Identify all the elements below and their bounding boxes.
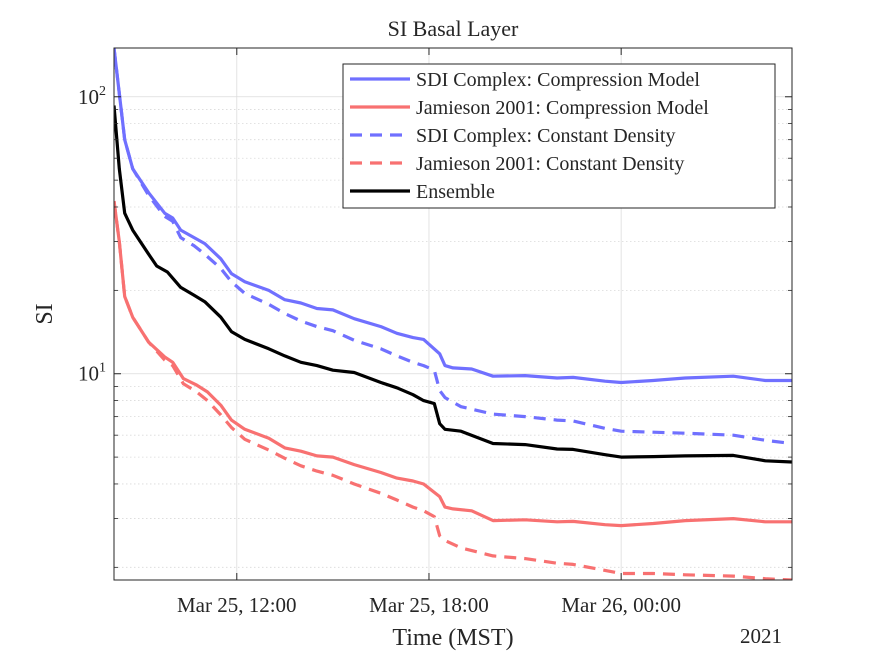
series-line-sdi-complex-constant-density — [114, 48, 792, 446]
legend-label: SDI Complex: Compression Model — [416, 69, 700, 91]
series-layer — [114, 48, 792, 580]
year-label: 2021 — [740, 624, 782, 648]
series-line-ensemble — [114, 105, 792, 464]
legend: SDI Complex: Compression Model Jamieson 2… — [342, 63, 776, 209]
x-tick-label: Mar 25, 18:00 — [369, 593, 489, 617]
x-tick-label: Mar 25, 12:00 — [177, 593, 297, 617]
x-tick-label: Mar 26, 00:00 — [561, 593, 681, 617]
chart-title: SI Basal Layer — [388, 16, 519, 41]
tick-layer: 101 102 Mar 25, 12:00 Mar 25, 18:00 Mar 26, … — [78, 48, 792, 617]
legend-box — [342, 63, 776, 209]
legend-label: Jamieson 2001: Compression Model — [416, 97, 709, 119]
legend-label: Ensemble — [416, 181, 495, 203]
axes-box — [113, 47, 793, 581]
series-line-sdi-complex-compression-model — [114, 48, 792, 385]
x-axis-label: Time (MST) — [392, 625, 513, 651]
series-line-jamieson-2001-compression-model — [114, 200, 792, 528]
y-tick-label: 101 — [78, 361, 106, 386]
y-axis-label: SI — [32, 303, 58, 324]
legend-label: SDI Complex: Constant Density — [416, 125, 675, 147]
legend-label: Jamieson 2001: Constant Density — [416, 153, 684, 175]
series-line-jamieson-2001-constant-density — [114, 200, 792, 580]
y-tick-label: 102 — [78, 84, 106, 109]
